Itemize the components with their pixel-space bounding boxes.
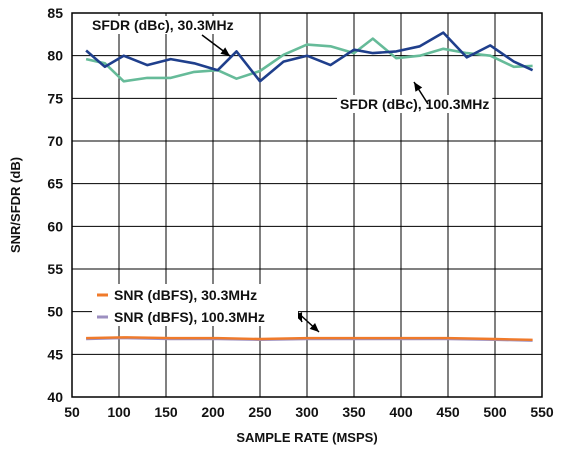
x-axis-title: SAMPLE RATE (MSPS) — [236, 430, 377, 445]
y-tick-label: 80 — [47, 48, 63, 64]
y-tick-label: 40 — [47, 389, 63, 405]
annotations: SFDR (dBc), 30.3MHz SFDR (dBc), 100.3MHz — [89, 16, 493, 333]
y-tick-label: 55 — [47, 261, 63, 277]
x-tick-label: 350 — [342, 404, 366, 420]
arrow-head — [220, 47, 230, 56]
x-tick-label: 100 — [107, 404, 131, 420]
x-tick-label: 250 — [248, 404, 272, 420]
legend-background — [92, 284, 298, 326]
series-line-sfdr-30mhz — [85, 31, 534, 83]
x-tick-label: 50 — [64, 404, 80, 420]
legend: SNR (dBFS), 30.3MHz SNR (dBFS), 100.3MHz — [92, 284, 298, 326]
x-tick-label: 300 — [295, 404, 319, 420]
series-line-sfdr-100mhz — [85, 37, 533, 83]
annotation-background — [89, 16, 237, 34]
series-line-snr-30mhz — [86, 336, 533, 341]
x-tick-label: 500 — [483, 404, 507, 420]
legend-label-snr-30mhz: SNR (dBFS), 30.3MHz — [114, 287, 257, 303]
annotation-sfdr-30mhz: SFDR (dBc), 30.3MHz — [92, 17, 234, 33]
annotation-background — [337, 95, 493, 113]
tick-labels: 50 100 150 200 250 300 350 400 450 500 550 40 45 50 55… — [47, 5, 553, 420]
legend-label-snr-100mhz: SNR (dBFS), 100.3MHz — [114, 309, 265, 325]
y-tick-label: 60 — [47, 218, 63, 234]
x-tick-label: 550 — [530, 404, 554, 420]
plot-frame — [71, 12, 543, 398]
arrow-head — [309, 322, 319, 332]
y-tick-label: 70 — [47, 133, 63, 149]
x-tick-label: 200 — [201, 404, 225, 420]
arrow-head — [414, 82, 423, 92]
y-tick-label: 45 — [47, 346, 63, 362]
x-tick-label: 450 — [436, 404, 460, 420]
x-tick-label: 400 — [389, 404, 413, 420]
y-tick-label: 85 — [47, 5, 63, 21]
y-axis-title: SNR/SFDR (dB) — [8, 157, 23, 253]
series-lines — [85, 31, 534, 342]
annotation-sfdr-100mhz: SFDR (dBc), 100.3MHz — [340, 96, 489, 112]
y-tick-label: 65 — [47, 176, 63, 192]
x-tick-label: 150 — [154, 404, 178, 420]
y-tick-label: 75 — [47, 90, 63, 106]
y-tick-label: 50 — [47, 304, 63, 320]
